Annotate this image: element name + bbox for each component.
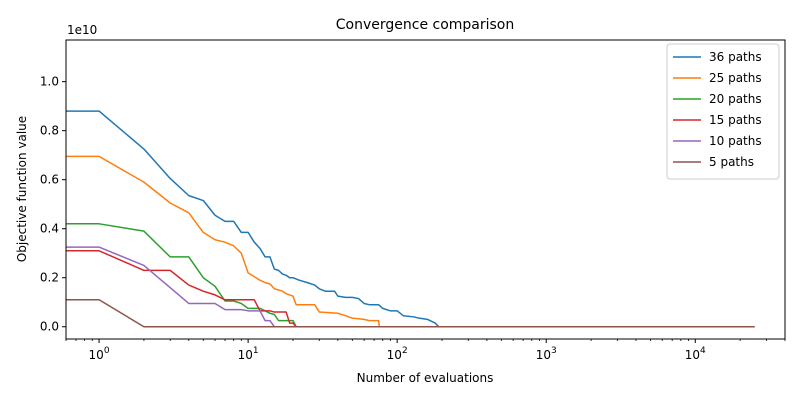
series-line-4 [66, 246, 755, 328]
series-line-3 [66, 250, 755, 328]
legend: 36 paths 25 paths 20 paths 15 paths 10 paths… [666, 43, 780, 180]
series-line-1 [66, 155, 755, 328]
y-tick-label: 0.4 [40, 222, 59, 236]
series-lines [66, 110, 755, 328]
axes-frame [65, 39, 786, 340]
x-axis-label: Number of evaluations [357, 371, 494, 385]
y-tick-label: 0.2 [40, 271, 59, 285]
y-tick-label: 1.0 [40, 75, 59, 89]
legend-label-1: 25 paths [709, 71, 762, 85]
series-line-2 [66, 223, 755, 328]
legend-label-2: 20 paths [709, 92, 762, 106]
y-tick-label: 0.8 [40, 124, 59, 138]
legend-label-3: 15 paths [709, 113, 762, 127]
y-offset-label: 1e10 [67, 23, 97, 37]
series-line-0 [66, 110, 755, 328]
x-tick-label: 103 [536, 346, 557, 362]
legend-label-4: 10 paths [709, 134, 762, 148]
x-tick-label: 102 [387, 346, 408, 362]
y-tick-label: 0.0 [40, 320, 59, 334]
legend-label-0: 36 paths [709, 50, 762, 64]
y-axis-label: Objective function value [15, 116, 29, 262]
y-tick-label: 0.6 [40, 173, 59, 187]
x-tick-label: 104 [685, 346, 706, 362]
plot-area [66, 110, 755, 328]
x-tick-label: 100 [89, 346, 110, 362]
legend-label-5: 5 paths [709, 155, 754, 169]
axes: 0.0 0.2 0.4 0.6 0.8 1.0 100 101 102 103 104 [40, 39, 786, 362]
chart-title: Convergence comparison [336, 17, 515, 33]
x-tick-label: 101 [238, 346, 259, 362]
series-line-5 [66, 299, 755, 328]
